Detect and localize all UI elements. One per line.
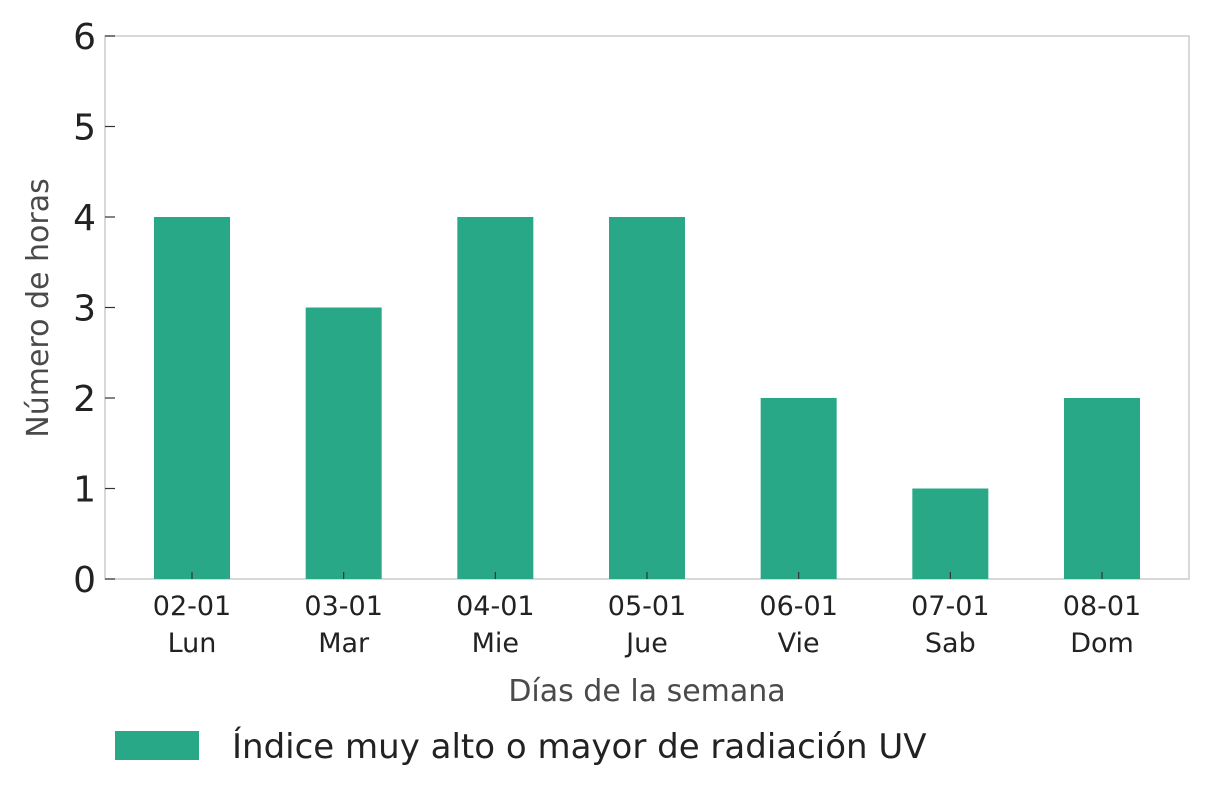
x-tick-day: Mie [472,628,519,659]
x-tick-date: 02-01 [153,591,231,622]
bar-mie [457,217,534,579]
x-tick-day: Sab [925,628,976,659]
y-tick-label: 0 [73,560,96,601]
bars-group [154,217,1140,579]
y-tick-label: 1 [73,470,96,511]
x-tick-date: 03-01 [304,591,382,622]
bar-dom [1064,398,1140,579]
x-tick-label: 02-01 Lun [153,591,231,659]
x-tick-date: 07-01 [911,591,989,622]
y-tick-label: 6 [73,17,96,58]
x-tick-date: 05-01 [608,591,686,622]
x-tick-day: Lun [168,628,217,659]
x-tick-label: 07-01 Sab [911,591,989,659]
y-tick-label: 5 [73,108,96,149]
bar-sab [912,488,989,579]
y-axis-title: Número de horas [21,178,56,437]
legend-label: Índice muy alto o mayor de radiación UV [232,726,927,767]
x-tick-label: 04-01 Mie [456,591,534,659]
y-tick-label: 3 [73,289,96,330]
x-tick-label: 03-01 Mar [304,591,382,659]
x-tick-date: 06-01 [759,591,837,622]
legend: Índice muy alto o mayor de radiación UV [115,726,927,767]
x-tick-label: 06-01 Vie [759,591,837,659]
bar-lun [154,217,230,579]
x-tick-day: Vie [778,628,820,659]
bar-mar [305,307,382,579]
x-tick-day: Dom [1070,628,1134,659]
x-tick-date: 04-01 [456,591,534,622]
x-tick-label: 08-01 Dom [1063,591,1141,659]
x-axis: 02-01 Lun 03-01 Mar 04-01 Mie 05-01 Jue 06-01 Vie… [153,572,1141,659]
y-axis: 0 1 2 3 4 5 6 [73,17,115,601]
x-tick-date: 08-01 [1063,591,1141,622]
y-tick-label: 4 [73,198,96,239]
bar-vie [760,398,837,579]
legend-swatch [115,731,199,760]
x-tick-day: Mar [318,628,370,659]
x-tick-day: Jue [624,628,668,659]
x-axis-title: Días de la semana [508,674,785,709]
y-tick-label: 2 [73,379,96,420]
x-tick-label: 05-01 Jue [608,591,686,659]
bar-jue [609,217,685,579]
